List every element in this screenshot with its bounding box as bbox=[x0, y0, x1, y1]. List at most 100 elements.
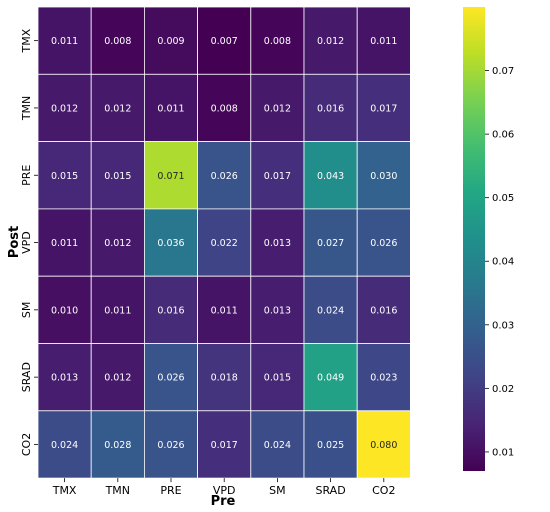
heatmap-cell-value: 0.028 bbox=[104, 440, 131, 451]
heatmap-cell bbox=[250, 410, 305, 479]
heatmap-cell bbox=[143, 6, 198, 75]
heatmap-cell-value: 0.010 bbox=[51, 305, 78, 316]
heatmap-cell bbox=[143, 73, 198, 143]
heatmap-cell-value: 0.071 bbox=[157, 171, 184, 182]
heatmap-cell-value: 0.011 bbox=[51, 238, 78, 249]
heatmap-cell-value: 0.018 bbox=[211, 373, 238, 384]
y-axis-ticks: TMX TMN PRE VPD SM SRAD CO2 bbox=[20, 28, 38, 456]
heatmap-cell bbox=[37, 208, 92, 277]
y-tick-label: SRAD bbox=[20, 362, 33, 392]
colorbar-tick-label: 0.06 bbox=[492, 130, 514, 141]
x-tick-label: TMN bbox=[105, 484, 130, 497]
heatmap-cell-value: 0.016 bbox=[157, 305, 184, 316]
heatmap-cell-value: 0.008 bbox=[264, 36, 291, 47]
colorbar-tick-label: 0.02 bbox=[492, 384, 514, 395]
heatmap-cell-value: 0.022 bbox=[211, 238, 238, 249]
heatmap-cell bbox=[250, 73, 305, 143]
heatmap-cell bbox=[250, 6, 305, 75]
heatmap-cell-value: 0.012 bbox=[317, 36, 344, 47]
heatmap-cell bbox=[303, 6, 358, 75]
heatmap-cell bbox=[143, 141, 198, 210]
y-tick-label: CO2 bbox=[20, 433, 33, 456]
heatmap-cell bbox=[143, 275, 198, 344]
heatmap-cell bbox=[197, 343, 252, 412]
heatmap-cell-value: 0.030 bbox=[370, 171, 397, 182]
heatmap-cell-value: 0.012 bbox=[264, 103, 291, 114]
y-tick-label: TMX bbox=[20, 28, 33, 53]
heatmap-cell-value: 0.026 bbox=[370, 238, 397, 249]
heatmap-cell-value: 0.025 bbox=[317, 440, 344, 451]
heatmap-cell bbox=[303, 73, 358, 143]
heatmap-cell-value: 0.017 bbox=[211, 440, 238, 451]
heatmap-cell bbox=[197, 6, 252, 75]
colorbar-tick-label: 0.01 bbox=[492, 447, 514, 458]
colorbar-tick-label: 0.04 bbox=[492, 257, 514, 268]
colorbar-tick-label: 0.07 bbox=[492, 66, 514, 77]
heatmap-cell-value: 0.026 bbox=[157, 440, 184, 451]
heatmap-cell-value: 0.015 bbox=[51, 171, 78, 182]
x-tick-label: TMX bbox=[52, 484, 77, 497]
heatmap-cell bbox=[197, 410, 252, 479]
heatmap-cell-value: 0.012 bbox=[104, 103, 131, 114]
y-tick-label: PRE bbox=[20, 165, 33, 186]
heatmap-cell bbox=[197, 141, 252, 210]
x-tick-label: SRAD bbox=[316, 484, 346, 497]
heatmap-cell-value: 0.012 bbox=[104, 373, 131, 384]
heatmap-cell bbox=[37, 343, 92, 412]
heatmap-cell-value: 0.009 bbox=[157, 36, 184, 47]
heatmap-cell-value: 0.012 bbox=[51, 103, 78, 114]
heatmap-cell-value: 0.026 bbox=[157, 373, 184, 384]
heatmap-cell bbox=[356, 410, 411, 479]
heatmap-cell bbox=[303, 410, 358, 479]
heatmap-cell bbox=[37, 6, 92, 75]
heatmap-cell bbox=[303, 141, 358, 210]
heatmap-cell bbox=[143, 343, 198, 412]
heatmap-cell-value: 0.024 bbox=[51, 440, 78, 451]
heatmap-cell-value: 0.012 bbox=[104, 238, 131, 249]
heatmap-cells bbox=[37, 6, 411, 479]
x-tick-label: CO2 bbox=[372, 484, 395, 497]
heatmap-cell bbox=[356, 208, 411, 277]
heatmap-cell-value: 0.011 bbox=[370, 36, 397, 47]
heatmap-cell-value: 0.011 bbox=[157, 103, 184, 114]
colorbar-gradient bbox=[463, 7, 485, 471]
heatmap-cell-value: 0.080 bbox=[370, 440, 397, 451]
heatmap-cell-value: 0.007 bbox=[211, 36, 238, 47]
heatmap-cell bbox=[90, 6, 145, 75]
heatmap-cell-labels: 0.011 0.008 0.009 0.007 0.008 0.012 0.011 0.012… bbox=[51, 36, 397, 451]
colorbar-tick-label: 0.05 bbox=[492, 193, 514, 204]
heatmap-cell-value: 0.017 bbox=[370, 103, 397, 114]
colorbar-tick-label: 0.03 bbox=[492, 320, 514, 331]
heatmap-cell-value: 0.013 bbox=[264, 305, 291, 316]
heatmap-cell bbox=[90, 141, 145, 210]
x-axis-ticks: TMX TMN PRE VPD SM SRAD CO2 bbox=[52, 478, 395, 497]
heatmap-cell-value: 0.017 bbox=[264, 171, 291, 182]
x-axis-title: Pre bbox=[211, 494, 236, 509]
heatmap-cell-value: 0.024 bbox=[317, 305, 344, 316]
heatmap-cell-value: 0.036 bbox=[157, 238, 184, 249]
heatmap-cell-value: 0.023 bbox=[370, 373, 397, 384]
heatmap-cell bbox=[356, 141, 411, 210]
heatmap-cell-value: 0.011 bbox=[51, 36, 78, 47]
heatmap-cell-value: 0.027 bbox=[317, 238, 344, 249]
heatmap-cell bbox=[197, 208, 252, 277]
heatmap-cell-value: 0.016 bbox=[370, 305, 397, 316]
y-tick-label: VPD bbox=[20, 231, 33, 254]
heatmap-cell-value: 0.008 bbox=[104, 36, 131, 47]
heatmap-cell-value: 0.011 bbox=[211, 305, 238, 316]
y-axis-title: Post bbox=[7, 226, 22, 258]
heatmap-cell-value: 0.049 bbox=[317, 373, 344, 384]
heatmap-cell bbox=[356, 343, 411, 412]
colorbar: 0.01 0.02 0.03 0.04 0.05 0.06 0.07 bbox=[463, 7, 514, 471]
heatmap-cell bbox=[143, 410, 198, 479]
heatmap-cell-value: 0.015 bbox=[264, 373, 291, 384]
y-tick-label: SM bbox=[20, 302, 33, 318]
heatmap-cell bbox=[90, 208, 145, 277]
x-tick-label: SM bbox=[269, 484, 285, 497]
heatmap-cell bbox=[37, 275, 92, 344]
heatmap-cell-value: 0.043 bbox=[317, 171, 344, 182]
heatmap-cell bbox=[356, 275, 411, 344]
x-tick-label: PRE bbox=[160, 484, 181, 497]
heatmap-cell-value: 0.011 bbox=[104, 305, 131, 316]
